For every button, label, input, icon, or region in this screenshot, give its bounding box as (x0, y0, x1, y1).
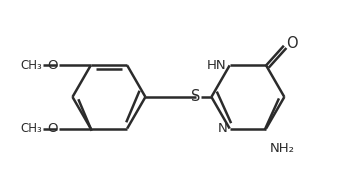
Text: O: O (286, 36, 298, 51)
Text: CH₃: CH₃ (21, 59, 43, 72)
Text: O: O (48, 59, 58, 72)
Text: S: S (191, 89, 200, 105)
Text: HN: HN (207, 59, 227, 72)
Text: CH₃: CH₃ (21, 122, 43, 135)
Text: N: N (218, 122, 228, 135)
Text: NH₂: NH₂ (270, 142, 295, 155)
Text: O: O (48, 122, 58, 135)
